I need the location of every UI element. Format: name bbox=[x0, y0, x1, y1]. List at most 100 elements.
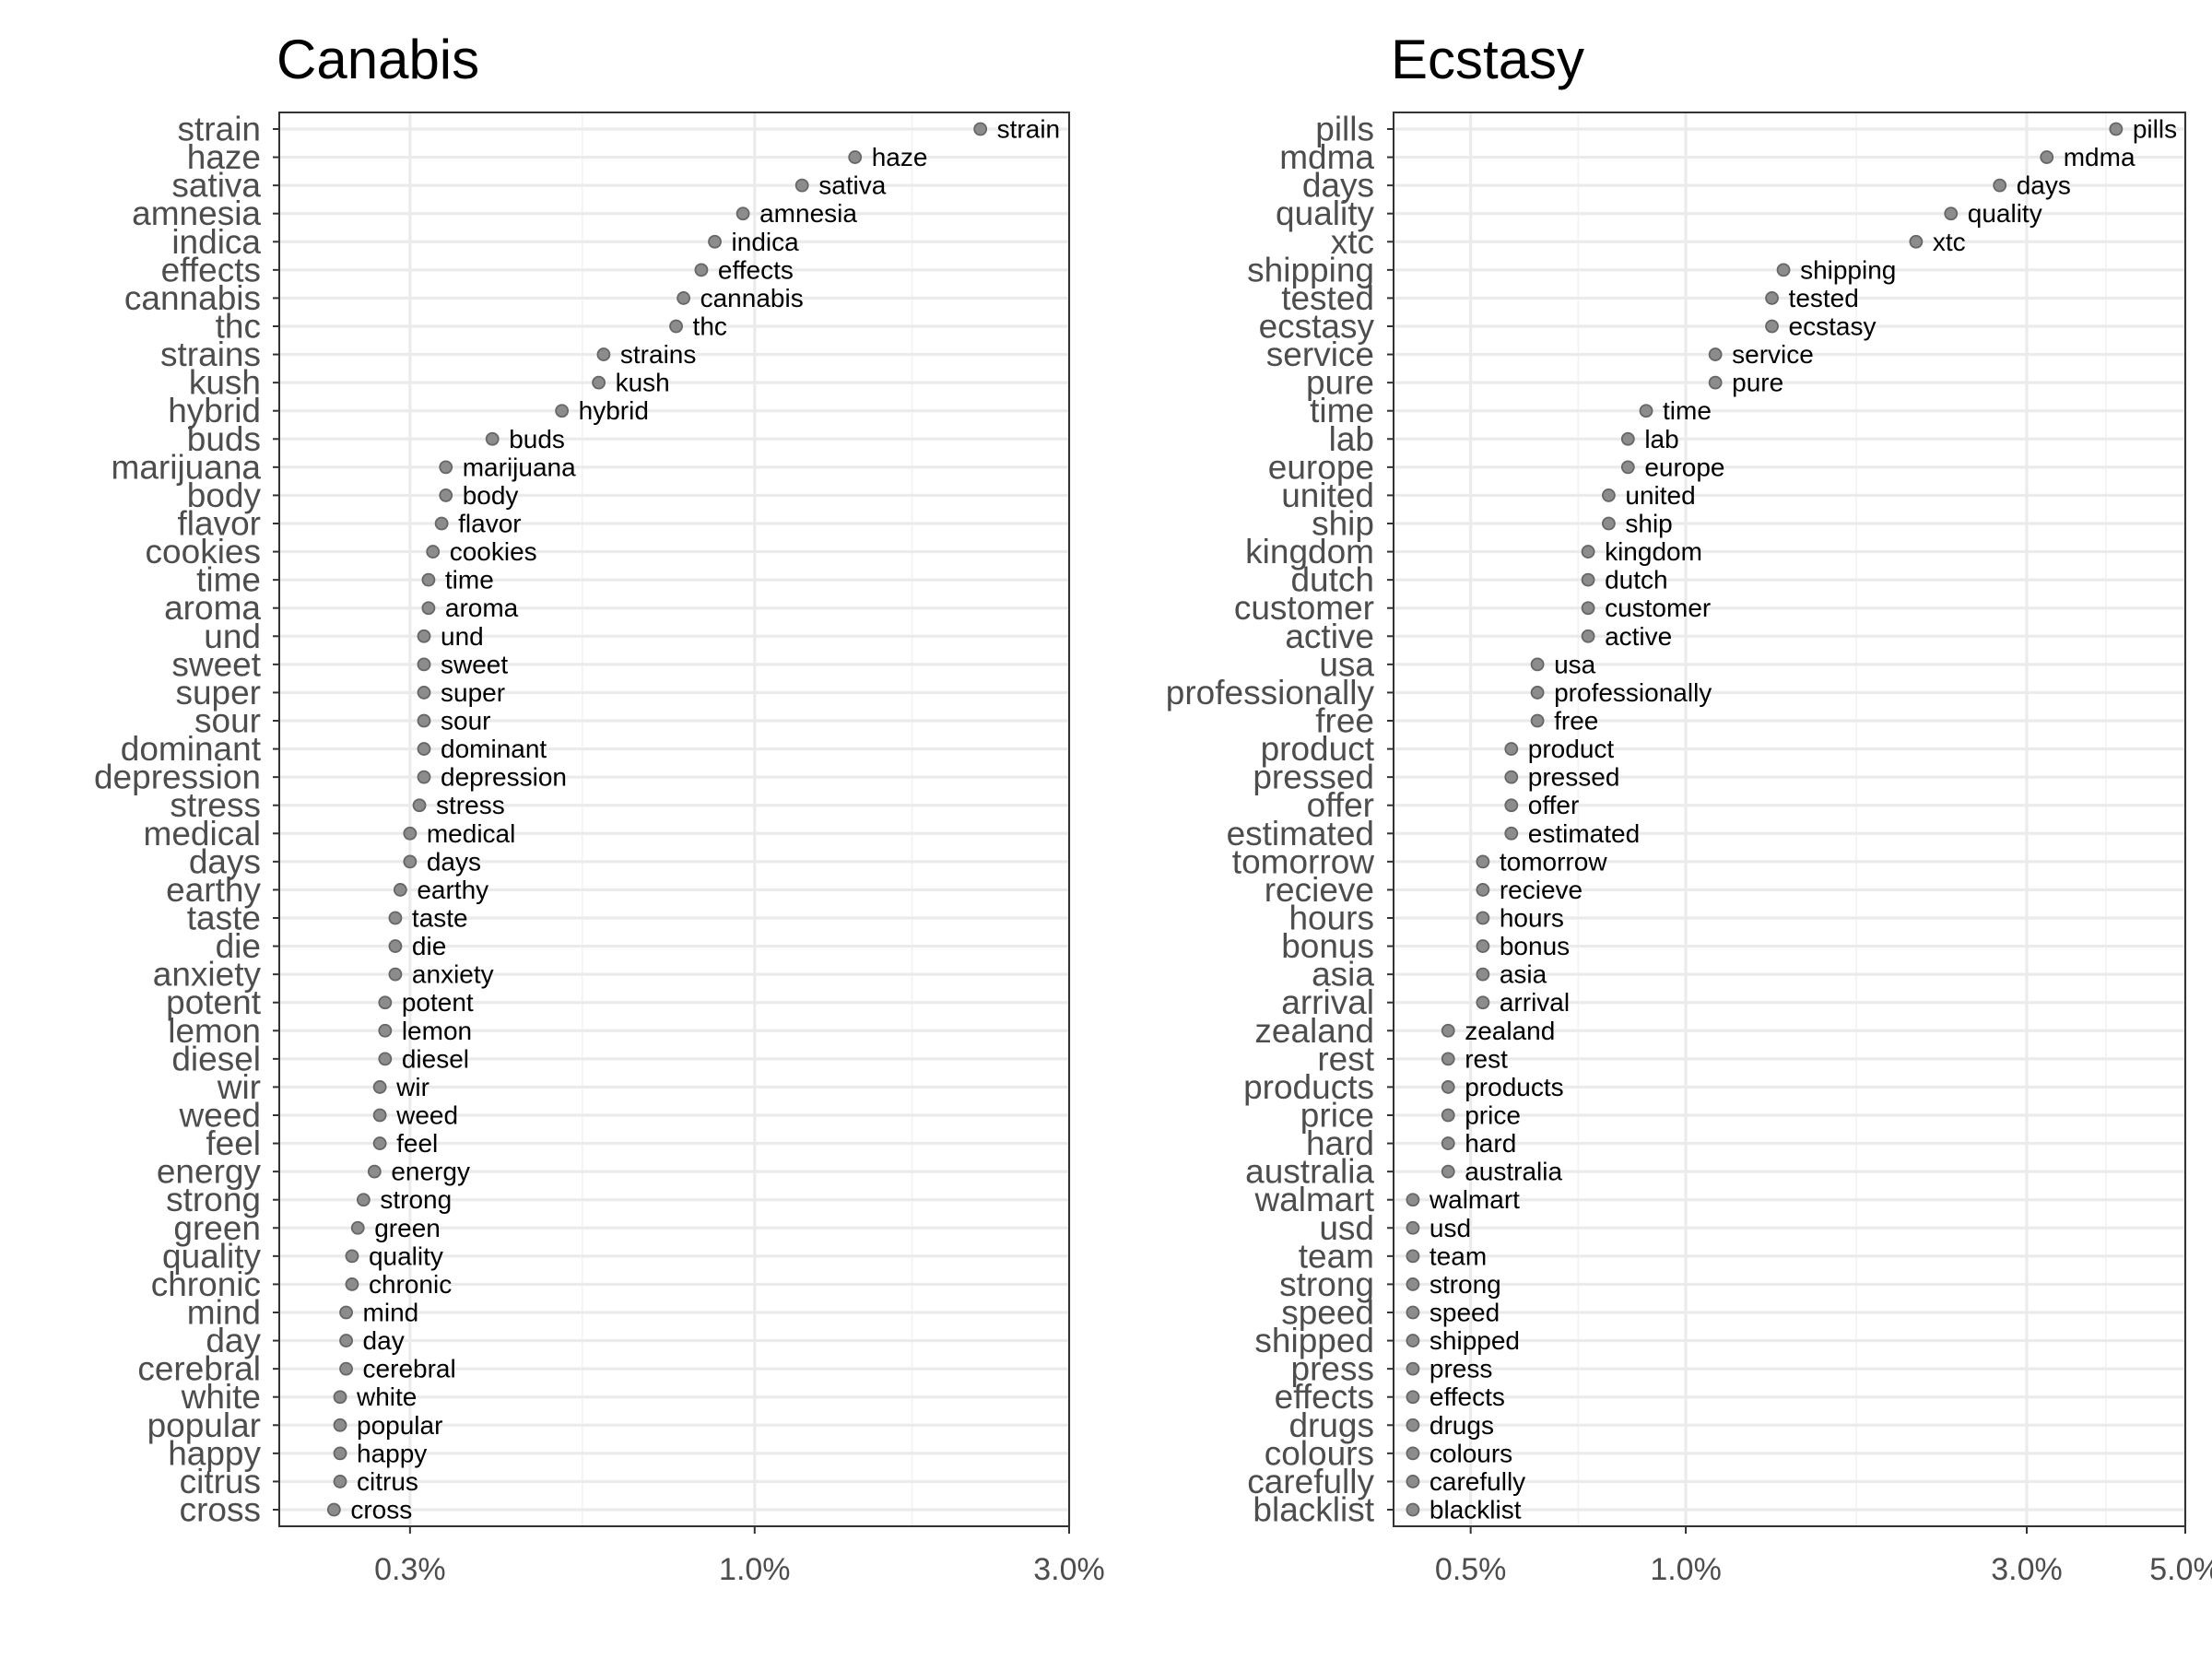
data-point bbox=[333, 1446, 347, 1461]
data-point bbox=[417, 770, 431, 784]
y-tick-label: carefully bbox=[1247, 1463, 1374, 1500]
y-tick-label: citrus bbox=[180, 1463, 261, 1500]
panel-title: Ecstasy bbox=[1391, 29, 1584, 90]
data-label: press bbox=[1430, 1355, 1492, 1383]
data-point bbox=[1441, 1080, 1455, 1094]
data-point bbox=[388, 939, 403, 953]
y-tick-label: pure bbox=[1306, 364, 1374, 402]
data-point bbox=[372, 1108, 387, 1123]
x-tick-label: 1.0% bbox=[719, 1552, 791, 1587]
data-label: feel bbox=[396, 1129, 438, 1158]
data-point bbox=[417, 742, 431, 756]
y-tick-label: time bbox=[1310, 392, 1374, 429]
data-label: ecstasy bbox=[1789, 312, 1877, 341]
data-point bbox=[2109, 122, 2124, 136]
data-point bbox=[1406, 1193, 1420, 1207]
panel-title: Canabis bbox=[276, 29, 479, 90]
data-label: depression bbox=[441, 763, 567, 792]
y-tick-label: lemon bbox=[168, 1012, 261, 1050]
data-point bbox=[1581, 601, 1595, 616]
data-point bbox=[1406, 1446, 1420, 1461]
data-point bbox=[592, 375, 606, 390]
data-point bbox=[669, 319, 683, 334]
y-tick-label: colours bbox=[1265, 1434, 1374, 1472]
y-tick-label: usd bbox=[1319, 1209, 1374, 1247]
y-tick-label: die bbox=[216, 927, 261, 965]
y-tick-label: wir bbox=[217, 1068, 261, 1106]
data-label: taste bbox=[412, 904, 468, 933]
data-label: blacklist bbox=[1430, 1496, 1522, 1524]
data-point bbox=[1406, 1277, 1420, 1291]
data-point bbox=[2040, 150, 2054, 164]
data-label: kingdom bbox=[1605, 537, 1702, 566]
y-tick-label: price bbox=[1300, 1097, 1374, 1135]
y-tick-label: sativa bbox=[171, 167, 261, 205]
y-tick-label: active bbox=[1285, 618, 1374, 655]
y-tick-label: tomorrow bbox=[1232, 842, 1374, 880]
data-point bbox=[794, 178, 809, 193]
data-label: speed bbox=[1430, 1299, 1500, 1327]
x-tick-label: 3.0% bbox=[1991, 1552, 2063, 1587]
data-label: carefully bbox=[1430, 1467, 1525, 1496]
y-tick-label: energy bbox=[157, 1153, 262, 1191]
data-point bbox=[403, 826, 418, 841]
data-point bbox=[735, 206, 750, 221]
data-label: quality bbox=[369, 1241, 443, 1270]
data-point bbox=[350, 1220, 365, 1235]
data-point bbox=[1504, 826, 1519, 841]
data-point bbox=[378, 995, 393, 1010]
data-point bbox=[356, 1193, 371, 1207]
y-tick-label: tested bbox=[1281, 279, 1374, 317]
data-point bbox=[1406, 1502, 1420, 1517]
data-point bbox=[1441, 1108, 1455, 1123]
canabis-panel: Canabisstrainhazesativaamnesiaindicaeffe… bbox=[94, 29, 1105, 1587]
y-tick-label: sweet bbox=[171, 645, 261, 683]
data-label: popular bbox=[357, 1411, 442, 1440]
data-point bbox=[417, 657, 431, 672]
data-label: green bbox=[374, 1214, 441, 1242]
x-tick-label: 3.0% bbox=[1033, 1552, 1105, 1587]
data-point bbox=[439, 460, 453, 475]
data-point bbox=[421, 601, 436, 616]
y-tick-label: zealand bbox=[1254, 1012, 1374, 1050]
data-label: pure bbox=[1732, 369, 1783, 397]
data-label: cross bbox=[350, 1496, 412, 1524]
data-label: hard bbox=[1465, 1129, 1516, 1158]
y-tick-label: strains bbox=[160, 335, 261, 373]
y-tick-label: hours bbox=[1288, 900, 1374, 937]
y-tick-label: rest bbox=[1317, 1040, 1374, 1077]
data-label: zealand bbox=[1465, 1017, 1555, 1045]
data-label: time bbox=[445, 566, 494, 594]
data-label: mdma bbox=[2064, 143, 2136, 171]
y-tick-label: stress bbox=[170, 786, 261, 824]
data-label: colours bbox=[1430, 1439, 1512, 1467]
y-tick-label: white bbox=[181, 1378, 261, 1416]
y-tick-label: anxiety bbox=[153, 956, 262, 994]
data-point bbox=[434, 516, 449, 531]
data-point bbox=[677, 291, 691, 305]
data-point bbox=[1601, 516, 1616, 531]
y-tick-label: mind bbox=[187, 1294, 261, 1332]
data-label: days bbox=[427, 847, 481, 876]
data-label: citrus bbox=[357, 1467, 418, 1496]
y-tick-label: super bbox=[175, 674, 261, 712]
data-point bbox=[388, 911, 403, 925]
data-point bbox=[1765, 291, 1779, 305]
y-tick-label: day bbox=[206, 1322, 261, 1359]
data-label: cerebral bbox=[363, 1355, 456, 1383]
data-point bbox=[1581, 572, 1595, 587]
data-label: amnesia bbox=[759, 199, 857, 228]
data-point bbox=[1620, 460, 1635, 475]
data-point bbox=[1441, 1164, 1455, 1179]
data-point bbox=[1406, 1418, 1420, 1432]
y-tick-label: medical bbox=[144, 815, 262, 853]
data-label: shipping bbox=[1800, 255, 1896, 284]
y-tick-label: usa bbox=[1319, 645, 1374, 683]
data-point bbox=[339, 1361, 353, 1376]
y-tick-label: weed bbox=[179, 1097, 261, 1135]
data-point bbox=[1441, 1136, 1455, 1150]
y-tick-label: strong bbox=[1279, 1265, 1374, 1303]
data-point bbox=[1581, 629, 1595, 643]
data-label: team bbox=[1430, 1241, 1487, 1270]
data-point bbox=[372, 1080, 387, 1094]
